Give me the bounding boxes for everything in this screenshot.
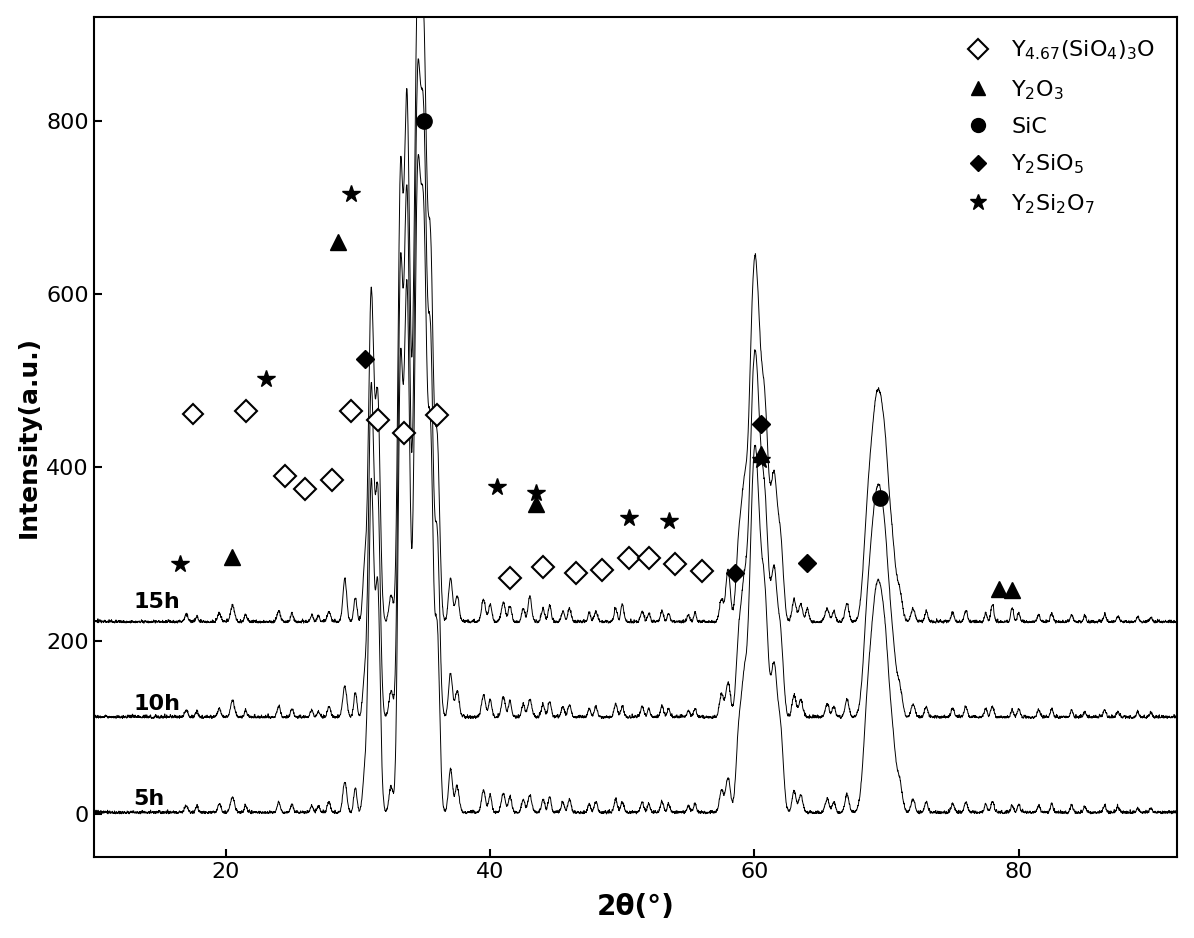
- Text: 10h: 10h: [134, 694, 180, 714]
- Text: 15h: 15h: [134, 592, 180, 612]
- Y-axis label: Intensity(a.u.): Intensity(a.u.): [17, 336, 41, 538]
- Text: 5h: 5h: [134, 790, 165, 809]
- Legend: Y$_{4.67}$(SiO$_4$)$_3$O, Y$_2$O$_3$, SiC, Y$_2$SiO$_5$, Y$_2$Si$_2$O$_7$: Y$_{4.67}$(SiO$_4$)$_3$O, Y$_2$O$_3$, Si…: [944, 28, 1167, 227]
- X-axis label: 2θ(°): 2θ(°): [597, 893, 675, 921]
